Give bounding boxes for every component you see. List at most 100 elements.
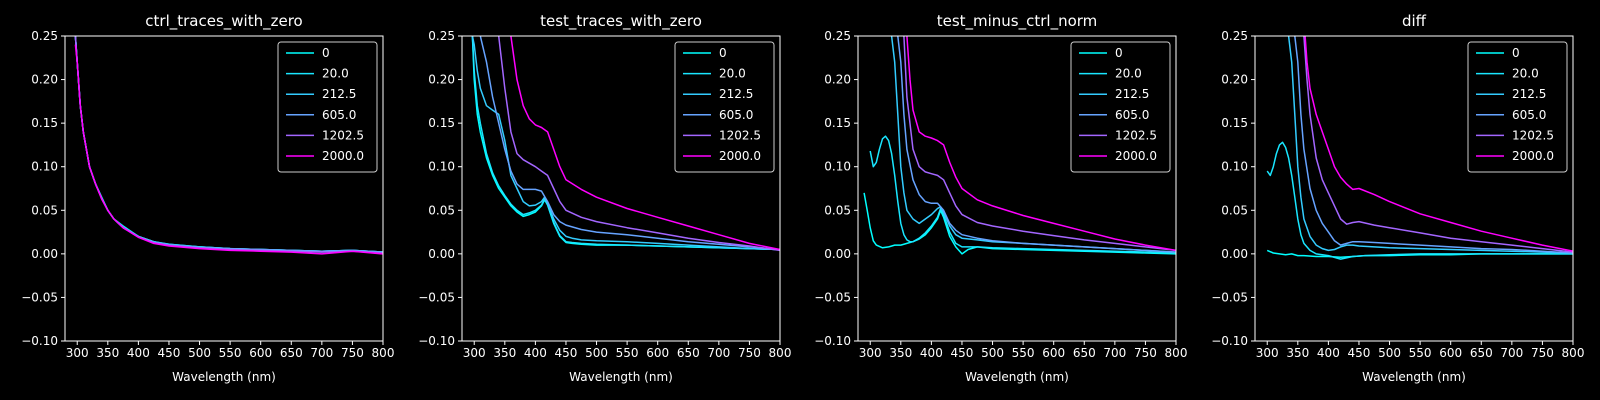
x-tick-label: 300 xyxy=(1256,346,1279,360)
x-tick-label: 550 xyxy=(219,346,242,360)
x-tick-label: 300 xyxy=(463,346,486,360)
series-line-20_0 xyxy=(471,36,780,251)
series-line-0 xyxy=(863,192,1176,255)
legend: 0 20.0 212.5 605.0 1202.5 2000.0 xyxy=(674,41,775,173)
chart-title: ctrl_traces_with_zero xyxy=(145,12,302,31)
legend-box xyxy=(1070,41,1171,173)
x-tick-label: 750 xyxy=(1134,346,1157,360)
y-tick-label: 0.15 xyxy=(428,116,455,130)
x-tick-label: 600 xyxy=(646,346,669,360)
x-tick-label: 650 xyxy=(677,346,700,360)
legend-label: 1202.5 xyxy=(322,128,364,142)
x-tick-label: 600 xyxy=(1439,346,1462,360)
legend-label: 2000.0 xyxy=(1512,149,1554,163)
y-tick-label: 0.00 xyxy=(428,247,455,261)
panel-4: diff 300 350 400 450 500 550 600 650 700 750 800 −0.… xyxy=(1211,12,1584,384)
series-line-605_0 xyxy=(1294,36,1573,254)
legend-label: 20.0 xyxy=(1115,67,1142,81)
y-tick-label: 0.00 xyxy=(31,247,58,261)
series-line-20_0 xyxy=(869,135,1176,254)
y-tick-label: 0.05 xyxy=(428,203,455,217)
x-tick-label: 600 xyxy=(1042,346,1065,360)
x-tick-label: 800 xyxy=(372,346,395,360)
x-tick-label: 450 xyxy=(951,346,974,360)
x-tick-label: 400 xyxy=(920,346,943,360)
legend-label: 20.0 xyxy=(1512,67,1539,81)
legend-box xyxy=(277,41,378,173)
legend-label: 605.0 xyxy=(719,108,753,122)
legend-label: 2000.0 xyxy=(719,149,761,163)
y-tick-label: −0.05 xyxy=(21,290,58,304)
x-tick-label: 350 xyxy=(96,346,119,360)
y-tick-label: 0.25 xyxy=(824,29,851,43)
x-tick-label: 500 xyxy=(585,346,608,360)
x-tick-label: 550 xyxy=(1409,346,1432,360)
series-line-212_5 xyxy=(1287,36,1573,254)
legend-label: 605.0 xyxy=(1115,108,1149,122)
y-tick-label: 0.15 xyxy=(1221,116,1248,130)
x-tick-label: 650 xyxy=(1073,346,1096,360)
chart-title: test_traces_with_zero xyxy=(540,12,702,31)
y-tick-label: 0.00 xyxy=(824,247,851,261)
series-group xyxy=(863,36,1176,255)
y-tick-label: 0.20 xyxy=(31,73,58,87)
x-tick-label: 700 xyxy=(1500,346,1523,360)
x-tick-label: 400 xyxy=(1317,346,1340,360)
y-tick-label: −0.05 xyxy=(1211,290,1248,304)
x-tick-label: 350 xyxy=(1286,346,1309,360)
panels: ctrl_traces_with_zero 300 350 400 450 500 550 6… xyxy=(21,12,1584,384)
x-tick-label: 700 xyxy=(707,346,730,360)
x-tick-label: 450 xyxy=(1348,346,1371,360)
series-group xyxy=(1266,36,1573,260)
legend-label: 1202.5 xyxy=(719,128,761,142)
axes-frame xyxy=(857,35,1177,342)
x-tick-label: 350 xyxy=(889,346,912,360)
series-line-212_5 xyxy=(471,36,780,251)
y-tick-label: 0.05 xyxy=(31,203,58,217)
y-tick-label: 0.00 xyxy=(1221,247,1248,261)
legend-label: 605.0 xyxy=(1512,108,1546,122)
y-tick-label: 0.20 xyxy=(1221,73,1248,87)
x-tick-label: 600 xyxy=(249,346,272,360)
x-tick-label: 500 xyxy=(981,346,1004,360)
x-tick-label: 800 xyxy=(769,346,792,360)
x-tick-label: 700 xyxy=(310,346,333,360)
legend-label: 0 xyxy=(1512,46,1520,60)
legend-label: 20.0 xyxy=(719,67,746,81)
axes-frame xyxy=(64,35,384,342)
x-axis-label: Wavelength (nm) xyxy=(1362,370,1466,384)
legend-label: 2000.0 xyxy=(1115,149,1157,163)
y-tick-label: 0.20 xyxy=(428,73,455,87)
y-tick-label: 0.10 xyxy=(428,160,455,174)
legend-box xyxy=(1467,41,1568,173)
x-tick-label: 300 xyxy=(859,346,882,360)
y-tick-label: 0.10 xyxy=(31,160,58,174)
legend-label: 212.5 xyxy=(719,87,753,101)
series-line-2000_0 xyxy=(1304,36,1573,252)
y-tick-label: 0.05 xyxy=(1221,203,1248,217)
legend-label: 1202.5 xyxy=(1512,128,1554,142)
y-tick-label: 0.15 xyxy=(31,116,58,130)
x-tick-label: 500 xyxy=(188,346,211,360)
series-group xyxy=(74,36,383,255)
x-tick-label: 400 xyxy=(524,346,547,360)
x-tick-label: 450 xyxy=(158,346,181,360)
x-tick-label: 750 xyxy=(341,346,364,360)
x-tick-label: 800 xyxy=(1165,346,1188,360)
y-tick-label: 0.10 xyxy=(824,160,851,174)
y-tick-label: 0.25 xyxy=(31,29,58,43)
series-line-2000_0 xyxy=(510,36,780,251)
panel-3: test_minus_ctrl_norm 300 350 400 450 500 550 60… xyxy=(814,12,1187,384)
legend-box xyxy=(674,41,775,173)
x-tick-label: 650 xyxy=(280,346,303,360)
series-line-2000_0 xyxy=(906,36,1176,252)
y-tick-label: −0.05 xyxy=(814,290,851,304)
legend-label: 605.0 xyxy=(322,108,356,122)
series-line-1202_5 xyxy=(1303,36,1573,253)
legend-label: 0 xyxy=(322,46,330,60)
x-tick-label: 700 xyxy=(1103,346,1126,360)
legend: 0 20.0 212.5 605.0 1202.5 2000.0 xyxy=(1070,41,1171,173)
x-tick-label: 800 xyxy=(1562,346,1585,360)
x-tick-label: 550 xyxy=(1012,346,1035,360)
series-line-1202_5 xyxy=(497,36,780,252)
